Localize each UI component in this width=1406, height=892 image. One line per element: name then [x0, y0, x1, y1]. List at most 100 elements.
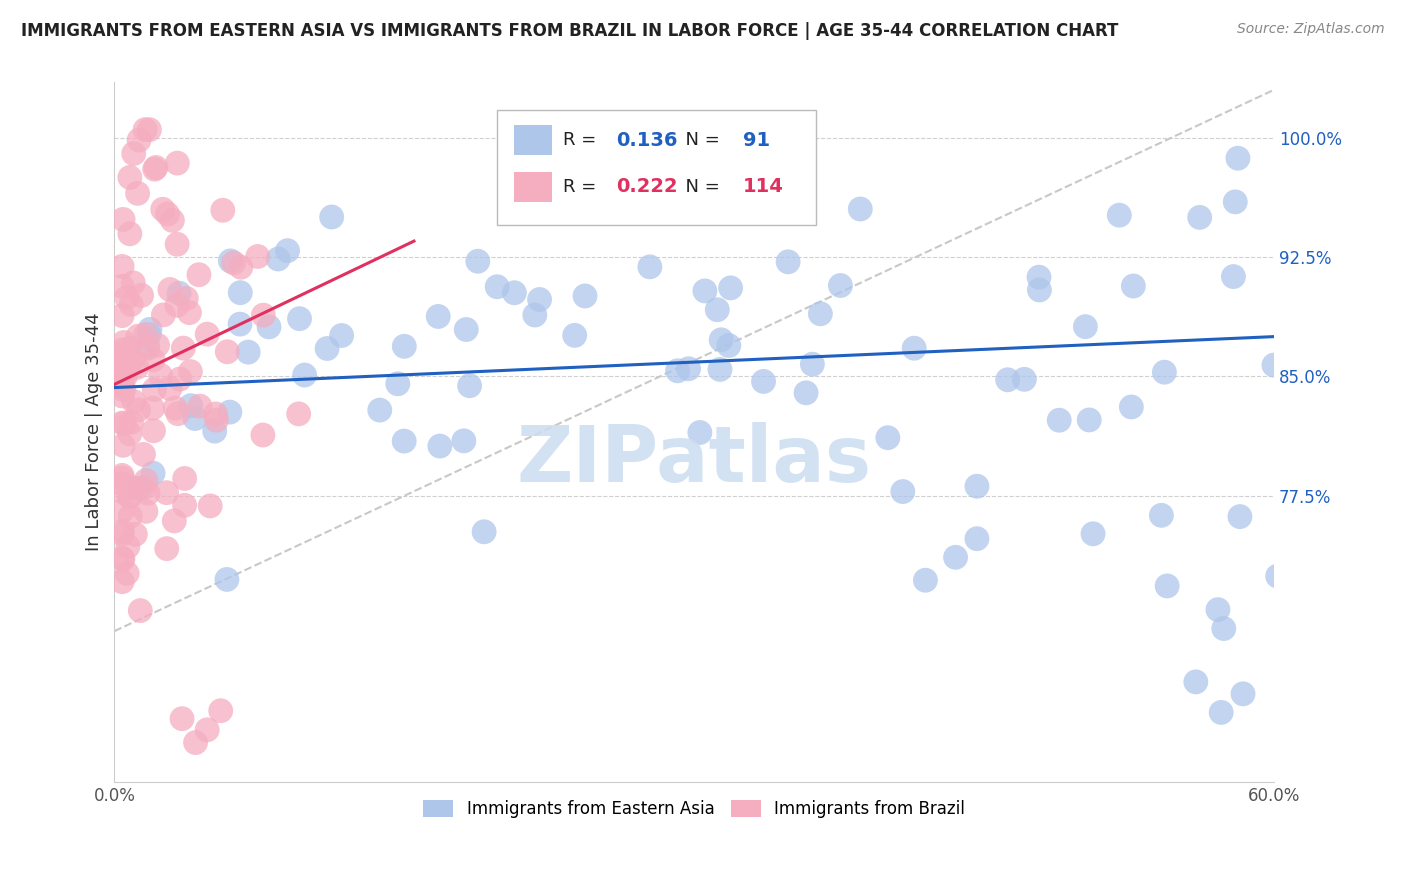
Point [166, 156, 188, 170]
Point [1150, 508, 1173, 523]
Text: 114: 114 [742, 178, 783, 196]
Point [166, 237, 188, 252]
Point [467, 254, 489, 268]
Point [115, 291, 138, 305]
Point [330, 328, 353, 343]
Point [111, 524, 134, 539]
Point [111, 357, 134, 371]
Point [219, 253, 242, 268]
Point [1188, 211, 1211, 225]
Point [135, 504, 157, 518]
Point [229, 317, 252, 331]
Point [131, 288, 153, 302]
Point [188, 399, 211, 413]
Point [135, 474, 157, 488]
Point [132, 481, 155, 495]
Point [252, 308, 274, 322]
Text: ZIPatlas: ZIPatlas [516, 422, 872, 498]
Point [1014, 372, 1036, 386]
Text: 0.136: 0.136 [616, 130, 678, 150]
Point [1122, 279, 1144, 293]
Point [138, 327, 160, 342]
Point [574, 289, 596, 303]
Point [125, 360, 148, 375]
Point [229, 260, 252, 275]
Text: N =: N = [675, 131, 725, 149]
Point [238, 345, 260, 359]
Point [458, 378, 481, 392]
Point [1121, 400, 1143, 414]
Point [127, 186, 149, 201]
Point [111, 527, 134, 541]
Point [159, 382, 181, 396]
Point [1156, 579, 1178, 593]
Point [294, 368, 316, 382]
Point [198, 499, 221, 513]
Point [427, 310, 450, 324]
Point [111, 370, 134, 384]
Point [120, 481, 142, 495]
Point [129, 604, 152, 618]
Point [112, 212, 135, 227]
Point [111, 279, 134, 293]
Point [666, 364, 689, 378]
Point [115, 566, 138, 581]
Point [121, 415, 143, 429]
FancyBboxPatch shape [515, 126, 551, 154]
Point [111, 346, 134, 360]
Point [111, 260, 134, 274]
Point [945, 550, 967, 565]
Point [111, 379, 134, 393]
Point [142, 424, 165, 438]
Text: IMMIGRANTS FROM EASTERN ASIA VS IMMIGRANTS FROM BRAZIL IN LABOR FORCE | AGE 35-4: IMMIGRANTS FROM EASTERN ASIA VS IMMIGRAN… [21, 22, 1118, 40]
Point [122, 394, 145, 409]
Point [277, 244, 299, 258]
Point [139, 322, 162, 336]
Point [117, 540, 139, 554]
Point [111, 309, 134, 323]
Point [112, 383, 135, 397]
Point [1153, 365, 1175, 379]
Point [1206, 602, 1229, 616]
Point [778, 255, 800, 269]
Point [720, 281, 742, 295]
Point [689, 425, 711, 440]
Point [717, 338, 740, 352]
Point [218, 405, 240, 419]
Point [111, 471, 134, 485]
Point [118, 170, 141, 185]
Point [118, 359, 141, 373]
Point [215, 573, 238, 587]
Point [564, 328, 586, 343]
Point [1226, 151, 1249, 165]
Point [195, 327, 218, 342]
Point [257, 319, 280, 334]
Text: 91: 91 [742, 130, 770, 150]
Point [111, 476, 134, 491]
Point [1222, 269, 1244, 284]
Point [114, 369, 136, 384]
Point [173, 498, 195, 512]
Point [211, 203, 233, 218]
Point [166, 298, 188, 312]
Point [111, 504, 134, 518]
Point [128, 481, 150, 495]
Point [135, 327, 157, 342]
Point [997, 373, 1019, 387]
Point [136, 339, 159, 353]
Point [1229, 509, 1251, 524]
Point [167, 286, 190, 301]
Point [486, 279, 509, 293]
Point [142, 352, 165, 367]
Point [209, 704, 232, 718]
Text: 0.222: 0.222 [616, 178, 678, 196]
Point [134, 122, 156, 136]
Point [849, 202, 872, 216]
Point [111, 416, 134, 430]
FancyBboxPatch shape [515, 172, 551, 202]
Point [287, 407, 309, 421]
Point [112, 335, 135, 350]
Point [143, 383, 166, 397]
Point [1028, 283, 1050, 297]
Point [222, 256, 245, 270]
